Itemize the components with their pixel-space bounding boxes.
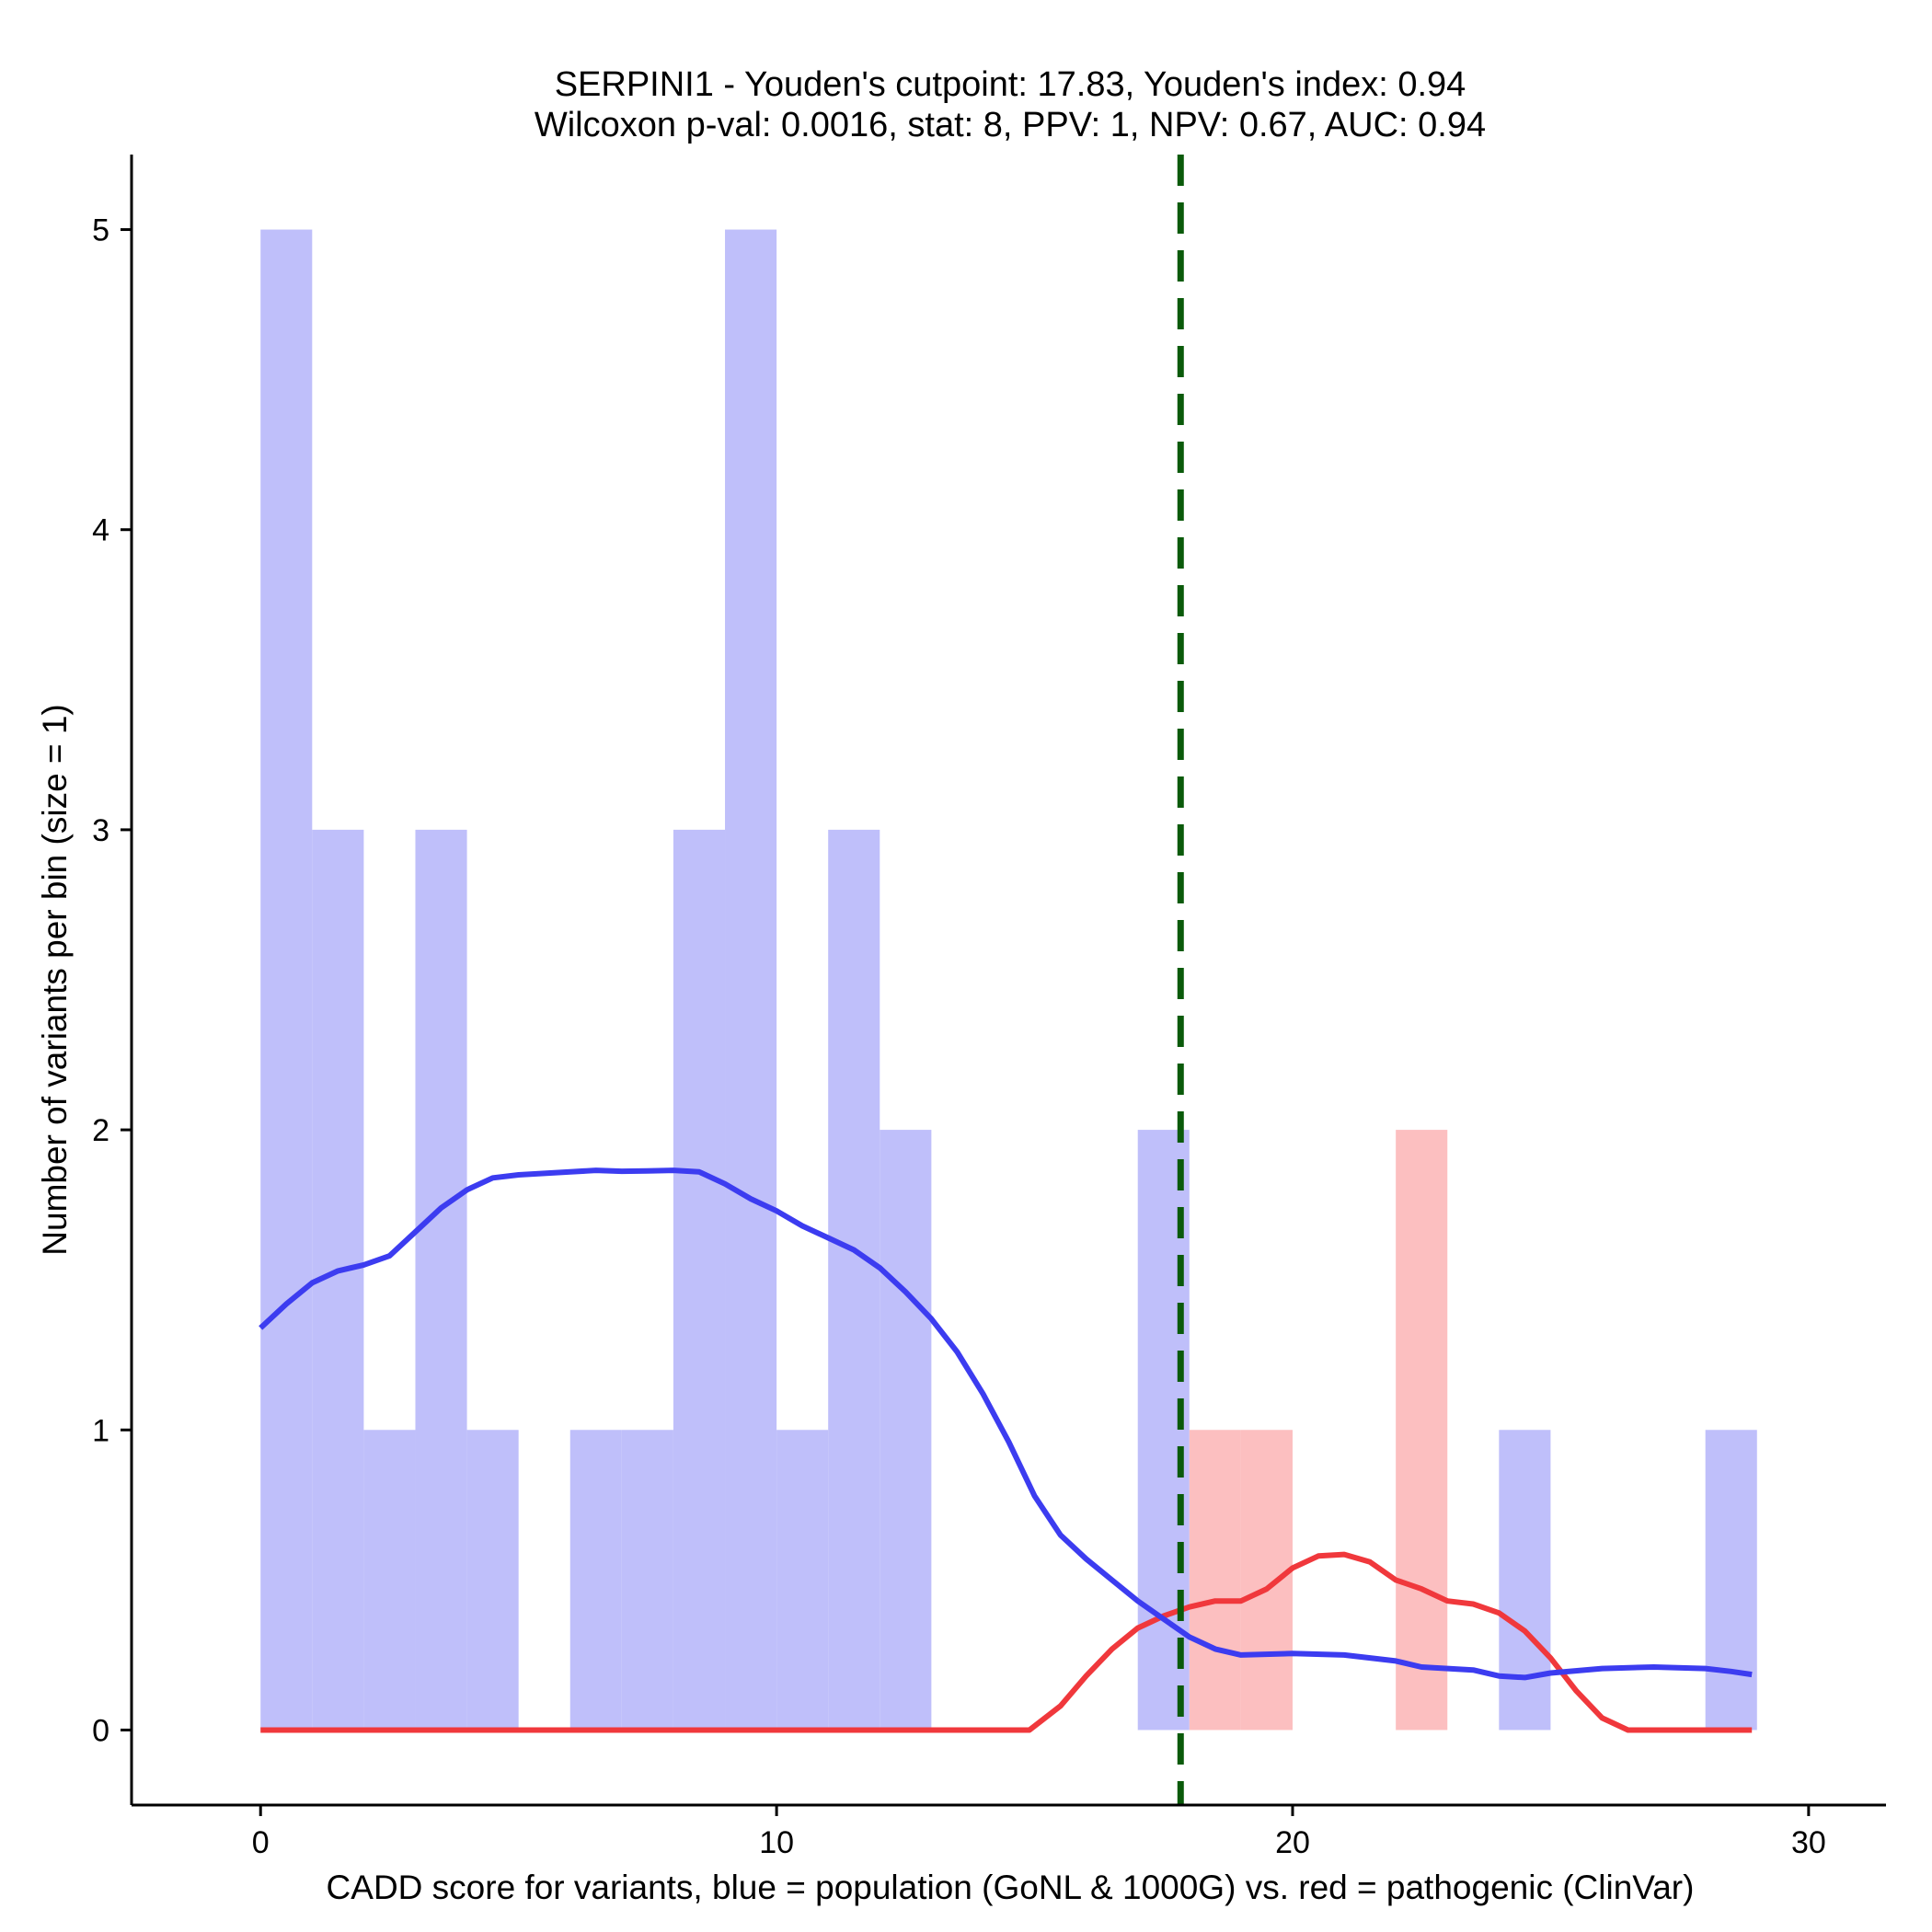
y-tick-label: 3 xyxy=(92,813,109,848)
y-axis-label: Number of variants per bin (size = 1) xyxy=(36,704,74,1255)
population-bar xyxy=(260,229,313,1731)
population-bar xyxy=(776,1430,829,1731)
y-tick-label: 5 xyxy=(92,213,109,248)
population-bar xyxy=(569,1430,622,1731)
pathogenic-density-line xyxy=(260,1551,1753,1733)
population-bar xyxy=(1499,1430,1551,1731)
population-bar xyxy=(415,829,467,1731)
pathogenic-bar xyxy=(1189,1430,1241,1731)
population-bar xyxy=(725,229,777,1731)
population-bar xyxy=(466,1430,519,1731)
population-bars xyxy=(260,229,1757,1731)
y-axis-ticks: 0 1 2 3 4 5 xyxy=(92,213,132,1748)
pathogenic-bar xyxy=(1396,1130,1448,1731)
x-axis-ticks: 0 10 20 30 xyxy=(252,1805,1826,1860)
population-bar xyxy=(673,829,726,1731)
x-tick-label: 30 xyxy=(1791,1825,1826,1860)
y-tick-label: 0 xyxy=(92,1713,109,1748)
chart-title-line-1: SERPINI1 - Youden's cutpoint: 17.83, You… xyxy=(555,65,1466,104)
population-bar xyxy=(621,1430,673,1731)
population-bar xyxy=(363,1430,416,1731)
population-bar xyxy=(880,1130,932,1731)
pathogenic-bar xyxy=(1240,1430,1293,1731)
pathogenic-bars xyxy=(1189,1130,1448,1731)
chart-title-line-2: Wilcoxon p-val: 0.0016, stat: 8, PPV: 1,… xyxy=(535,106,1486,144)
population-bar xyxy=(1705,1430,1757,1731)
x-tick-label: 10 xyxy=(759,1825,794,1860)
population-bar xyxy=(828,829,880,1731)
y-tick-label: 1 xyxy=(92,1413,109,1448)
x-axis-label: CADD score for variants, blue = populati… xyxy=(327,1869,1695,1906)
population-density-line xyxy=(259,1167,1753,1681)
chart-title: SERPINI1 - Youden's cutpoint: 17.83, You… xyxy=(535,65,1486,144)
x-tick-label: 20 xyxy=(1275,1825,1310,1860)
y-tick-label: 4 xyxy=(92,513,109,548)
y-tick-label: 2 xyxy=(92,1113,109,1148)
x-tick-label: 0 xyxy=(252,1825,270,1860)
